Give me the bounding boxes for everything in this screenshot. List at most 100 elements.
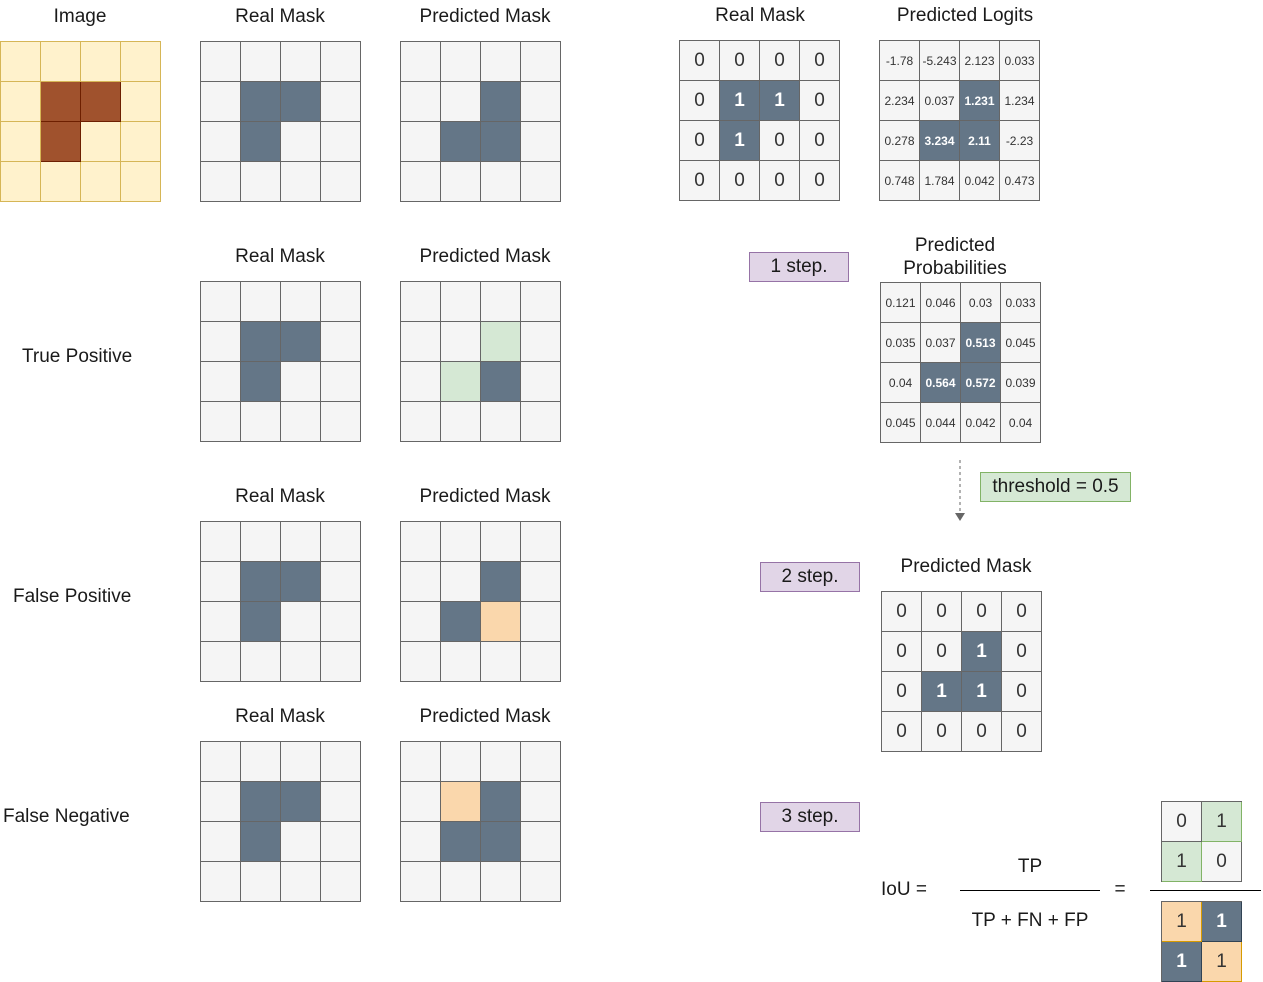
empty-cell [281, 602, 321, 642]
iou-fraction-line [960, 890, 1100, 891]
empty-cell [321, 322, 361, 362]
empty-cell [1, 122, 41, 162]
empty-cell: -1.78 [880, 41, 920, 81]
empty-cell [401, 602, 441, 642]
empty-cell [321, 82, 361, 122]
empty-cell: 0 [680, 41, 720, 81]
empty-cell: 0 [882, 672, 922, 712]
mask-cell: 2.11 [960, 121, 1000, 161]
true-positive-cell [481, 322, 521, 362]
mask-cell: 0.564 [921, 363, 961, 403]
predicted-mask-values-label: Predicted Mask [900, 556, 1032, 577]
error-cell [441, 782, 481, 822]
empty-cell [201, 122, 241, 162]
empty-cell [241, 402, 281, 442]
empty-cell [401, 162, 441, 202]
empty-cell: 0 [922, 632, 962, 672]
empty-cell [1, 42, 41, 82]
empty-cell [401, 562, 441, 602]
mask-cell [481, 362, 521, 402]
empty-cell: 0.121 [881, 283, 921, 323]
predicted-mask-label: Predicted Mask [419, 6, 551, 27]
real-mask-values-label: Real Mask [715, 5, 805, 26]
empty-cell: -5.243 [920, 41, 960, 81]
empty-cell [321, 362, 361, 402]
real-mask-grid [200, 41, 361, 202]
empty-cell [281, 42, 321, 82]
mask-cell [241, 362, 281, 402]
mask-cell [441, 822, 481, 862]
empty-cell [121, 162, 161, 202]
empty-cell: 0 [962, 592, 1002, 632]
empty-cell [201, 162, 241, 202]
threshold-box: threshold = 0.5 [980, 472, 1131, 502]
empty-cell [401, 822, 441, 862]
empty-cell [321, 402, 361, 442]
fp-real-mask-grid [200, 521, 361, 682]
predicted-probabilities-grid: 0.121 0.046 0.03 0.033 0.035 0.037 0.513 0.045 0… [880, 282, 1041, 443]
fp-predicted-mask-grid [400, 521, 561, 682]
error-cell: 1 [1202, 942, 1242, 982]
empty-cell [281, 642, 321, 682]
empty-cell: 0 [1162, 802, 1202, 842]
empty-cell [241, 742, 281, 782]
empty-cell: 0 [1002, 672, 1042, 712]
empty-cell [521, 522, 561, 562]
empty-cell: 0 [760, 121, 800, 161]
empty-cell [321, 742, 361, 782]
empty-cell [241, 162, 281, 202]
empty-cell: 0 [882, 632, 922, 672]
empty-cell [521, 562, 561, 602]
empty-cell [321, 562, 361, 602]
empty-cell: 0.044 [921, 403, 961, 443]
empty-cell [481, 522, 521, 562]
predicted-logits-label: Predicted Logits [896, 5, 1034, 26]
predicted-mask-grid [400, 41, 561, 202]
real-mask-label: Real Mask [235, 6, 325, 27]
empty-cell [401, 402, 441, 442]
empty-cell [201, 362, 241, 402]
step-1-box: 1 step. [749, 252, 849, 282]
mask-cell: 0.513 [961, 323, 1001, 363]
empty-cell [201, 642, 241, 682]
empty-cell [81, 122, 121, 162]
empty-cell [281, 162, 321, 202]
empty-cell [401, 522, 441, 562]
iou-label: IoU = [881, 879, 927, 900]
empty-cell: 0 [1202, 842, 1242, 882]
mask-cell: 1 [720, 121, 760, 161]
mask-cell: 1 [962, 672, 1002, 712]
empty-cell [441, 862, 481, 902]
empty-cell: 0 [800, 161, 840, 201]
threshold-arrow [955, 460, 965, 521]
empty-cell [521, 122, 561, 162]
empty-cell [121, 122, 161, 162]
empty-cell: 0.033 [1000, 41, 1040, 81]
mask-cell [481, 82, 521, 122]
mask-cell [241, 322, 281, 362]
empty-cell [201, 822, 241, 862]
empty-cell [1, 82, 41, 122]
mask-cell [481, 822, 521, 862]
empty-cell: 0 [760, 161, 800, 201]
empty-cell: 0 [1002, 592, 1042, 632]
empty-cell [481, 862, 521, 902]
empty-cell: 0 [720, 161, 760, 201]
empty-cell [401, 282, 441, 322]
mask-cell [281, 562, 321, 602]
mask-cell [481, 122, 521, 162]
true-positive-cell [441, 362, 481, 402]
empty-cell [121, 82, 161, 122]
empty-cell [441, 522, 481, 562]
tp-real-mask-label: Real Mask [235, 246, 325, 267]
empty-cell [281, 282, 321, 322]
object-cell [41, 122, 81, 162]
empty-cell: 0.473 [1000, 161, 1040, 201]
empty-cell [1, 162, 41, 202]
mask-cell [241, 122, 281, 162]
mask-cell: 1 [720, 81, 760, 121]
fn-real-mask-grid [200, 741, 361, 902]
